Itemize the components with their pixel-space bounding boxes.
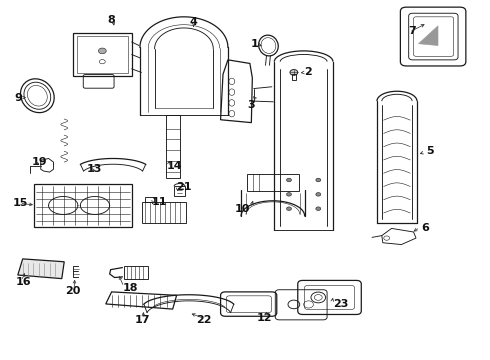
- Text: 16: 16: [15, 277, 31, 287]
- Text: 7: 7: [409, 26, 416, 36]
- Bar: [174, 186, 185, 196]
- Text: 22: 22: [196, 315, 211, 325]
- Circle shape: [287, 207, 292, 211]
- Bar: [143, 202, 186, 223]
- Text: 17: 17: [135, 315, 150, 325]
- Circle shape: [316, 178, 321, 182]
- Text: 20: 20: [65, 286, 81, 296]
- Text: 15: 15: [13, 198, 28, 208]
- Bar: [292, 74, 296, 80]
- Text: 6: 6: [421, 224, 429, 233]
- Circle shape: [290, 69, 298, 75]
- Text: 23: 23: [333, 299, 348, 309]
- Bar: [34, 184, 132, 226]
- Circle shape: [316, 193, 321, 196]
- Circle shape: [98, 48, 106, 54]
- Polygon shape: [418, 26, 438, 45]
- Text: 18: 18: [123, 283, 138, 293]
- Bar: [247, 174, 299, 192]
- Text: 14: 14: [167, 161, 182, 171]
- Text: 9: 9: [14, 93, 22, 103]
- Text: 8: 8: [107, 15, 115, 26]
- Text: 13: 13: [86, 164, 101, 174]
- Circle shape: [287, 193, 292, 196]
- Circle shape: [316, 207, 321, 211]
- Text: 12: 12: [257, 313, 272, 323]
- Text: 5: 5: [426, 146, 434, 156]
- Bar: [166, 116, 179, 178]
- Text: 4: 4: [190, 17, 197, 27]
- Text: 21: 21: [176, 182, 192, 192]
- Text: 3: 3: [247, 100, 255, 110]
- Bar: [124, 266, 148, 279]
- Circle shape: [287, 178, 292, 182]
- Bar: [77, 36, 128, 73]
- Text: 19: 19: [31, 157, 47, 167]
- Polygon shape: [18, 259, 64, 279]
- Bar: [145, 197, 154, 202]
- Text: 2: 2: [304, 67, 311, 77]
- Text: 1: 1: [251, 39, 259, 49]
- Text: 11: 11: [152, 197, 168, 207]
- Text: 10: 10: [235, 204, 250, 214]
- Bar: [73, 33, 132, 76]
